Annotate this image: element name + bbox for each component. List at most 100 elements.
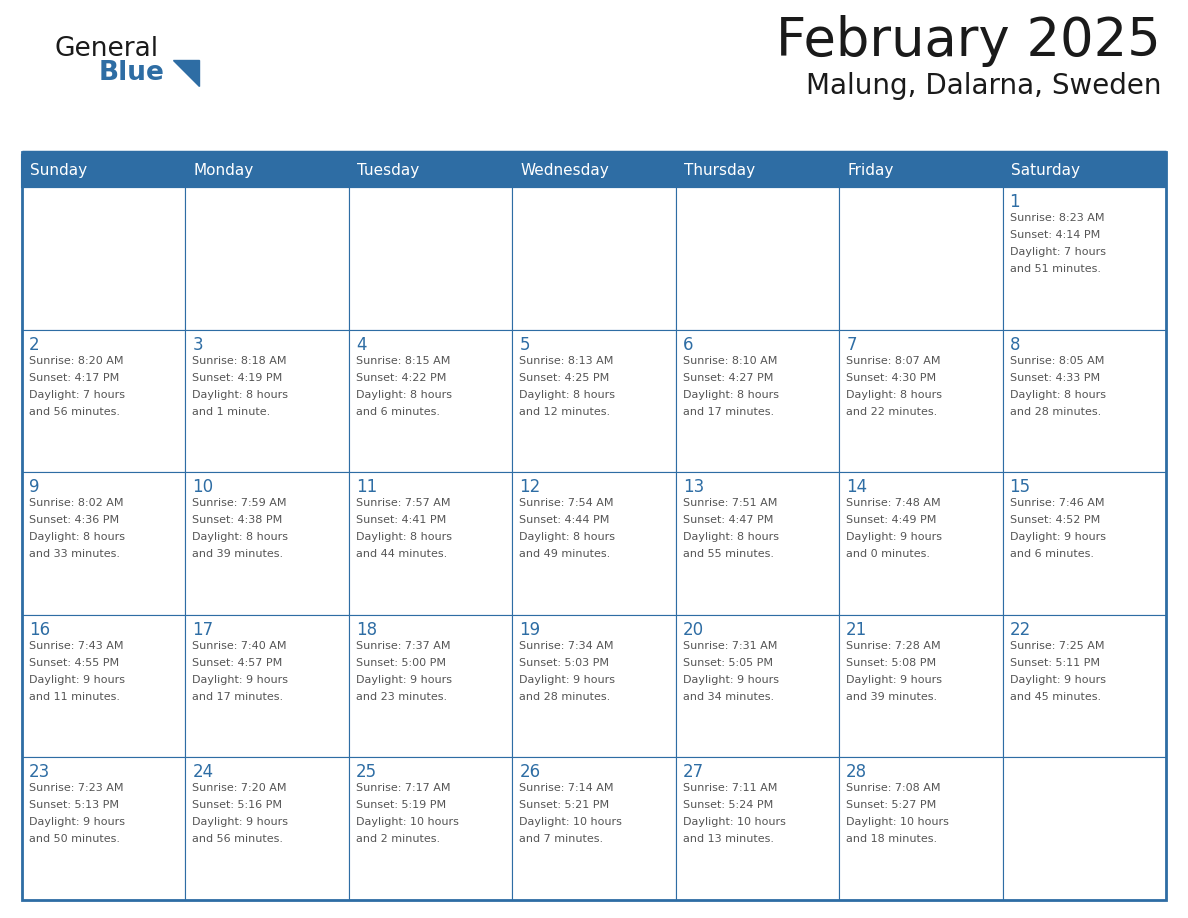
Bar — [1003, 330, 1165, 472]
Text: General: General — [55, 36, 159, 62]
Text: Daylight: 9 hours: Daylight: 9 hours — [29, 675, 125, 685]
Text: and 18 minutes.: and 18 minutes. — [846, 834, 937, 845]
Text: Daylight: 9 hours: Daylight: 9 hours — [519, 675, 615, 685]
Bar — [839, 187, 1003, 330]
Text: Sunrise: 7:20 AM: Sunrise: 7:20 AM — [192, 783, 287, 793]
Bar — [512, 615, 676, 757]
Text: Sunset: 4:14 PM: Sunset: 4:14 PM — [1010, 230, 1100, 240]
Text: Sunset: 5:21 PM: Sunset: 5:21 PM — [519, 800, 609, 811]
Text: Sunset: 4:30 PM: Sunset: 4:30 PM — [846, 373, 936, 383]
Text: Daylight: 8 hours: Daylight: 8 hours — [519, 532, 615, 543]
Text: Sunset: 4:19 PM: Sunset: 4:19 PM — [192, 373, 283, 383]
Text: Sunrise: 8:13 AM: Sunrise: 8:13 AM — [519, 355, 614, 365]
Text: and 34 minutes.: and 34 minutes. — [683, 692, 773, 701]
Text: 24: 24 — [192, 764, 214, 781]
Text: and 7 minutes.: and 7 minutes. — [519, 834, 604, 845]
Text: Daylight: 9 hours: Daylight: 9 hours — [846, 532, 942, 543]
Text: Daylight: 8 hours: Daylight: 8 hours — [1010, 389, 1106, 399]
Text: Sunset: 5:11 PM: Sunset: 5:11 PM — [1010, 658, 1100, 667]
Text: Daylight: 10 hours: Daylight: 10 hours — [683, 817, 785, 827]
Text: Daylight: 8 hours: Daylight: 8 hours — [846, 389, 942, 399]
Text: Daylight: 9 hours: Daylight: 9 hours — [356, 675, 451, 685]
Bar — [839, 757, 1003, 900]
Text: Sunset: 4:41 PM: Sunset: 4:41 PM — [356, 515, 447, 525]
Text: Sunset: 5:05 PM: Sunset: 5:05 PM — [683, 658, 772, 667]
Text: Daylight: 9 hours: Daylight: 9 hours — [192, 675, 289, 685]
Text: Sunrise: 7:51 AM: Sunrise: 7:51 AM — [683, 498, 777, 509]
Text: Daylight: 8 hours: Daylight: 8 hours — [356, 389, 451, 399]
Text: Sunrise: 7:17 AM: Sunrise: 7:17 AM — [356, 783, 450, 793]
Text: and 6 minutes.: and 6 minutes. — [356, 407, 440, 417]
Text: 7: 7 — [846, 336, 857, 353]
Bar — [676, 615, 839, 757]
Text: Daylight: 8 hours: Daylight: 8 hours — [192, 389, 289, 399]
Text: Sunset: 4:33 PM: Sunset: 4:33 PM — [1010, 373, 1100, 383]
Text: Sunset: 5:00 PM: Sunset: 5:00 PM — [356, 658, 446, 667]
Text: 3: 3 — [192, 336, 203, 353]
Text: Sunset: 4:25 PM: Sunset: 4:25 PM — [519, 373, 609, 383]
Bar — [349, 472, 512, 615]
Text: Saturday: Saturday — [1011, 163, 1080, 178]
Bar — [676, 330, 839, 472]
Text: 11: 11 — [356, 478, 377, 497]
Text: Daylight: 9 hours: Daylight: 9 hours — [846, 675, 942, 685]
Bar — [23, 615, 185, 757]
Text: Friday: Friday — [847, 163, 893, 178]
Text: and 22 minutes.: and 22 minutes. — [846, 407, 937, 417]
Bar — [349, 155, 512, 187]
Text: 23: 23 — [29, 764, 50, 781]
Text: and 39 minutes.: and 39 minutes. — [846, 692, 937, 701]
Text: Sunset: 4:47 PM: Sunset: 4:47 PM — [683, 515, 773, 525]
Bar — [23, 472, 185, 615]
Text: Daylight: 9 hours: Daylight: 9 hours — [192, 817, 289, 827]
Text: Sunset: 4:52 PM: Sunset: 4:52 PM — [1010, 515, 1100, 525]
Polygon shape — [173, 60, 200, 86]
Text: Sunrise: 8:23 AM: Sunrise: 8:23 AM — [1010, 213, 1104, 223]
Text: Sunset: 4:22 PM: Sunset: 4:22 PM — [356, 373, 447, 383]
Bar — [512, 472, 676, 615]
Text: and 12 minutes.: and 12 minutes. — [519, 407, 611, 417]
Text: Sunset: 4:49 PM: Sunset: 4:49 PM — [846, 515, 936, 525]
Text: Daylight: 8 hours: Daylight: 8 hours — [192, 532, 289, 543]
Text: Daylight: 10 hours: Daylight: 10 hours — [846, 817, 949, 827]
Text: Sunset: 5:16 PM: Sunset: 5:16 PM — [192, 800, 283, 811]
Text: 6: 6 — [683, 336, 694, 353]
Text: Sunset: 5:08 PM: Sunset: 5:08 PM — [846, 658, 936, 667]
Text: Thursday: Thursday — [684, 163, 754, 178]
Bar — [512, 330, 676, 472]
Text: Sunday: Sunday — [30, 163, 87, 178]
Text: 4: 4 — [356, 336, 366, 353]
Text: Sunrise: 7:54 AM: Sunrise: 7:54 AM — [519, 498, 614, 509]
Text: 19: 19 — [519, 621, 541, 639]
Text: and 33 minutes.: and 33 minutes. — [29, 549, 120, 559]
Text: Wednesday: Wednesday — [520, 163, 609, 178]
Text: Sunrise: 7:57 AM: Sunrise: 7:57 AM — [356, 498, 450, 509]
Text: and 44 minutes.: and 44 minutes. — [356, 549, 447, 559]
Text: Sunrise: 7:23 AM: Sunrise: 7:23 AM — [29, 783, 124, 793]
Text: and 17 minutes.: and 17 minutes. — [192, 692, 284, 701]
Text: and 1 minute.: and 1 minute. — [192, 407, 271, 417]
Bar — [1003, 187, 1165, 330]
Text: Sunset: 5:03 PM: Sunset: 5:03 PM — [519, 658, 609, 667]
Text: Sunrise: 7:34 AM: Sunrise: 7:34 AM — [519, 641, 614, 651]
Text: Sunset: 5:27 PM: Sunset: 5:27 PM — [846, 800, 936, 811]
Bar — [1003, 155, 1165, 187]
Text: Daylight: 7 hours: Daylight: 7 hours — [1010, 247, 1106, 257]
Text: Sunrise: 7:14 AM: Sunrise: 7:14 AM — [519, 783, 614, 793]
Text: Sunrise: 7:46 AM: Sunrise: 7:46 AM — [1010, 498, 1104, 509]
Text: February 2025: February 2025 — [776, 15, 1161, 67]
Text: Sunrise: 8:02 AM: Sunrise: 8:02 AM — [29, 498, 124, 509]
Text: and 55 minutes.: and 55 minutes. — [683, 549, 773, 559]
Text: 21: 21 — [846, 621, 867, 639]
Text: and 50 minutes.: and 50 minutes. — [29, 834, 120, 845]
Text: 12: 12 — [519, 478, 541, 497]
Text: 2: 2 — [29, 336, 39, 353]
Bar — [23, 187, 185, 330]
Bar — [23, 155, 185, 187]
Text: Daylight: 9 hours: Daylight: 9 hours — [29, 817, 125, 827]
Bar — [349, 615, 512, 757]
Text: 26: 26 — [519, 764, 541, 781]
Text: 16: 16 — [29, 621, 50, 639]
Bar — [512, 187, 676, 330]
Text: 17: 17 — [192, 621, 214, 639]
